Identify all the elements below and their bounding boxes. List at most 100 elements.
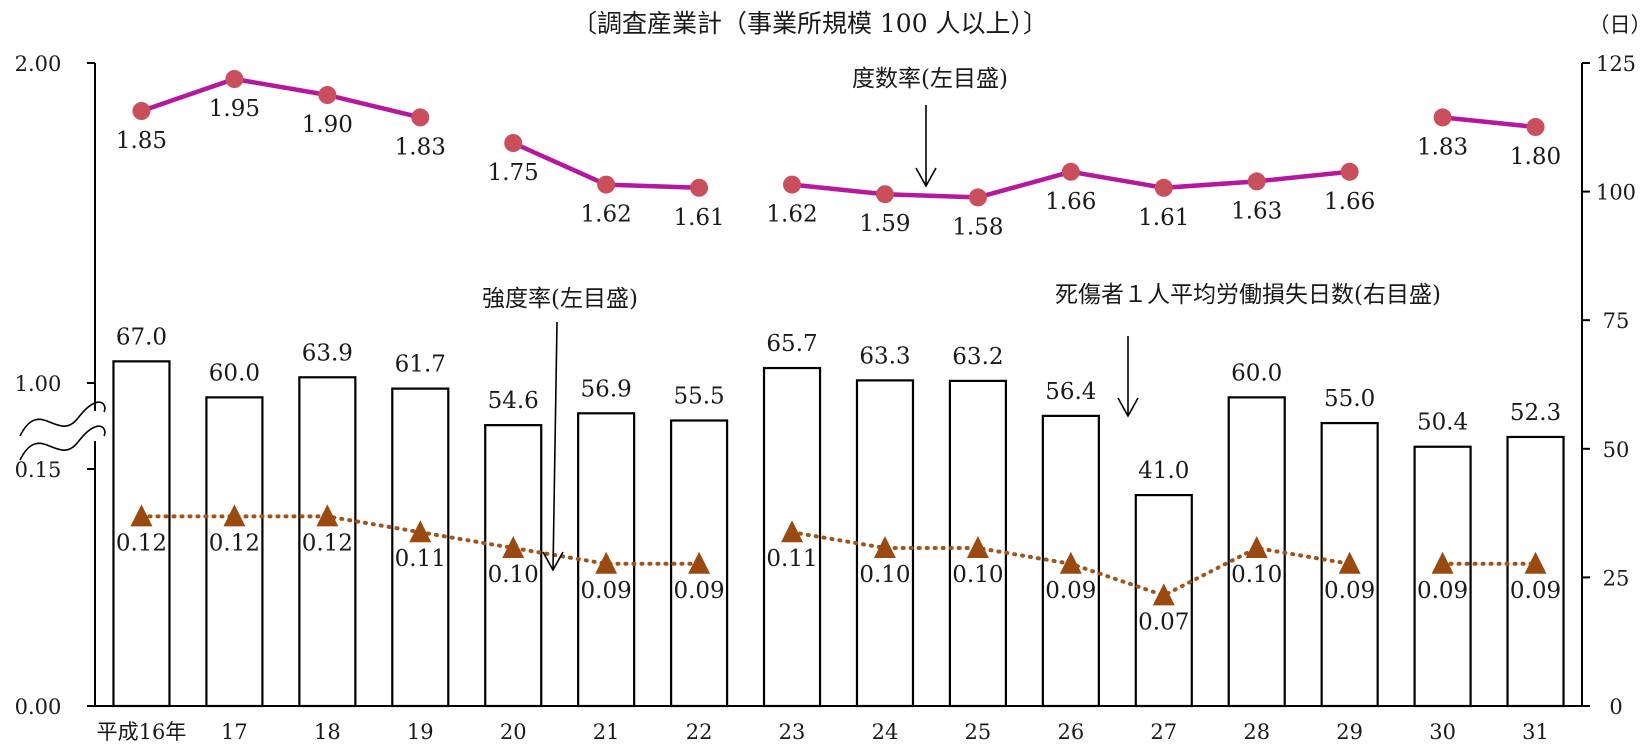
x-tick-label: 22 bbox=[686, 720, 713, 744]
severity-value-label: 0.09 bbox=[581, 578, 632, 604]
right-tick-label: 25 bbox=[1603, 566, 1630, 590]
x-tick-label: 31 bbox=[1522, 720, 1549, 744]
severity-point bbox=[1524, 551, 1547, 574]
severity-value-label: 0.07 bbox=[1138, 609, 1189, 635]
frequency-point bbox=[411, 108, 430, 127]
frequency-point bbox=[875, 185, 894, 204]
frequency-value-label: 1.66 bbox=[1324, 189, 1375, 215]
right-tick-label: 50 bbox=[1603, 438, 1630, 462]
bar-days-lost bbox=[298, 376, 357, 708]
data-labels: 67.0 60.0 63.9 61.7 54.6 56.9 55.5 65.7 63.3 63.2… bbox=[116, 96, 1561, 635]
bar-days-lost bbox=[484, 424, 543, 708]
severity-value-label: 0.12 bbox=[116, 530, 167, 556]
x-tick-label: 20 bbox=[500, 720, 527, 744]
bar-value-label: 54.6 bbox=[488, 388, 539, 414]
annotations: 度数率(左目盛) 強度率(左目盛) 死傷者１人平均労働損失日数(右目盛) bbox=[482, 66, 1441, 572]
bar-days-lost bbox=[855, 379, 915, 708]
arrow-days-lost bbox=[1117, 336, 1139, 418]
frequency-value-label: 1.66 bbox=[1045, 189, 1096, 215]
severity-point bbox=[130, 504, 153, 527]
bar-value-label: 55.0 bbox=[1324, 386, 1375, 412]
severity-point bbox=[688, 551, 711, 574]
frequency-value-label: 1.61 bbox=[673, 205, 724, 231]
frequency-point bbox=[1433, 108, 1452, 127]
right-tick-label: 75 bbox=[1603, 309, 1630, 333]
right-tick-label: 0 bbox=[1609, 695, 1622, 719]
severity-point bbox=[966, 536, 989, 558]
x-tick-label: 21 bbox=[593, 720, 620, 744]
bar-value-label: 50.4 bbox=[1417, 410, 1468, 436]
frequency-value-label: 1.90 bbox=[302, 112, 353, 138]
bar-value-label: 65.7 bbox=[766, 331, 817, 357]
frequency-point bbox=[225, 70, 244, 88]
frequency-point bbox=[690, 178, 709, 197]
frequency-point bbox=[783, 175, 802, 194]
bar-value-label: 61.7 bbox=[395, 352, 446, 378]
severity-point bbox=[223, 504, 246, 527]
bar-value-label: 63.2 bbox=[952, 344, 1003, 370]
left-tick-label: 1.00 bbox=[15, 372, 62, 396]
severity-point bbox=[1152, 583, 1175, 606]
chart-title: 〔調査産業計（事業所規模 100 人以上）〕 bbox=[572, 9, 1048, 38]
severity-point bbox=[409, 520, 432, 543]
frequency-point bbox=[968, 188, 987, 207]
bar-value-label: 52.3 bbox=[1510, 400, 1561, 426]
bar-value-label: 63.9 bbox=[302, 340, 353, 366]
frequency-value-label: 1.95 bbox=[209, 96, 260, 122]
x-tick-label: 25 bbox=[965, 720, 992, 744]
severity-value-label: 0.12 bbox=[209, 530, 260, 556]
severity-value-label: 0.09 bbox=[673, 578, 724, 604]
bar-value-label: 67.0 bbox=[116, 324, 167, 350]
frequency-value-label: 1.85 bbox=[116, 128, 167, 154]
x-tick-label: 18 bbox=[314, 720, 341, 744]
x-tick-label: 30 bbox=[1429, 720, 1456, 744]
frequency-value-label: 1.62 bbox=[581, 202, 632, 228]
severity-point bbox=[781, 520, 804, 543]
severity-value-label: 0.09 bbox=[1510, 578, 1561, 604]
severity-value-label: 0.09 bbox=[1417, 578, 1468, 604]
x-tick-label: 17 bbox=[221, 720, 248, 744]
frequency-point bbox=[1154, 178, 1173, 197]
frequency-point bbox=[1247, 172, 1266, 191]
right-tick-label: 125 bbox=[1596, 52, 1636, 76]
frequency-value-label: 1.63 bbox=[1231, 198, 1282, 224]
x-tick-label: 19 bbox=[407, 720, 434, 744]
frequency-value-label: 1.75 bbox=[488, 160, 539, 186]
frequency-point bbox=[597, 175, 616, 194]
frequency-point bbox=[1526, 118, 1545, 136]
frequency-value-label: 1.83 bbox=[395, 134, 446, 160]
severity-value-label: 0.10 bbox=[488, 562, 539, 588]
x-tick-label: 27 bbox=[1150, 720, 1177, 744]
axis-break-upper bbox=[19, 401, 106, 437]
frequency-value-label: 1.83 bbox=[1417, 134, 1468, 160]
frequency-line-segment bbox=[1442, 115, 1536, 130]
annotation-days-lost: 死傷者１人平均労働損失日数(右目盛) bbox=[1055, 282, 1441, 308]
series-severity-rate bbox=[130, 504, 1547, 606]
left-tick-label: 0.00 bbox=[15, 695, 62, 719]
severity-value-label: 0.09 bbox=[1324, 578, 1375, 604]
bar-days-lost bbox=[391, 387, 450, 708]
frequency-point bbox=[504, 134, 523, 152]
bar-value-label: 55.5 bbox=[673, 384, 724, 410]
frequency-value-label: 1.61 bbox=[1138, 205, 1189, 231]
arrow-frequency bbox=[915, 105, 937, 188]
frequency-value-label: 1.62 bbox=[766, 202, 817, 228]
frequency-point bbox=[132, 102, 151, 120]
arrow-severity bbox=[542, 321, 564, 572]
severity-value-label: 0.11 bbox=[766, 546, 817, 572]
frequency-point bbox=[318, 86, 337, 104]
severity-point bbox=[1431, 551, 1454, 574]
right-tick-label: 100 bbox=[1596, 181, 1636, 205]
bar-value-label: 60.0 bbox=[1231, 360, 1282, 386]
x-tick-label: 28 bbox=[1243, 720, 1270, 744]
severity-value-label: 0.10 bbox=[1231, 562, 1282, 588]
severity-value-label: 0.10 bbox=[859, 562, 910, 588]
severity-point bbox=[595, 551, 618, 574]
frequency-point bbox=[1340, 162, 1359, 181]
x-tick-label: 24 bbox=[872, 720, 899, 744]
frequency-line-segment bbox=[140, 76, 421, 120]
x-tick-label: 29 bbox=[1336, 720, 1363, 744]
bar-days-lost bbox=[112, 360, 171, 708]
x-tick-label: 平成16年 bbox=[97, 720, 187, 744]
